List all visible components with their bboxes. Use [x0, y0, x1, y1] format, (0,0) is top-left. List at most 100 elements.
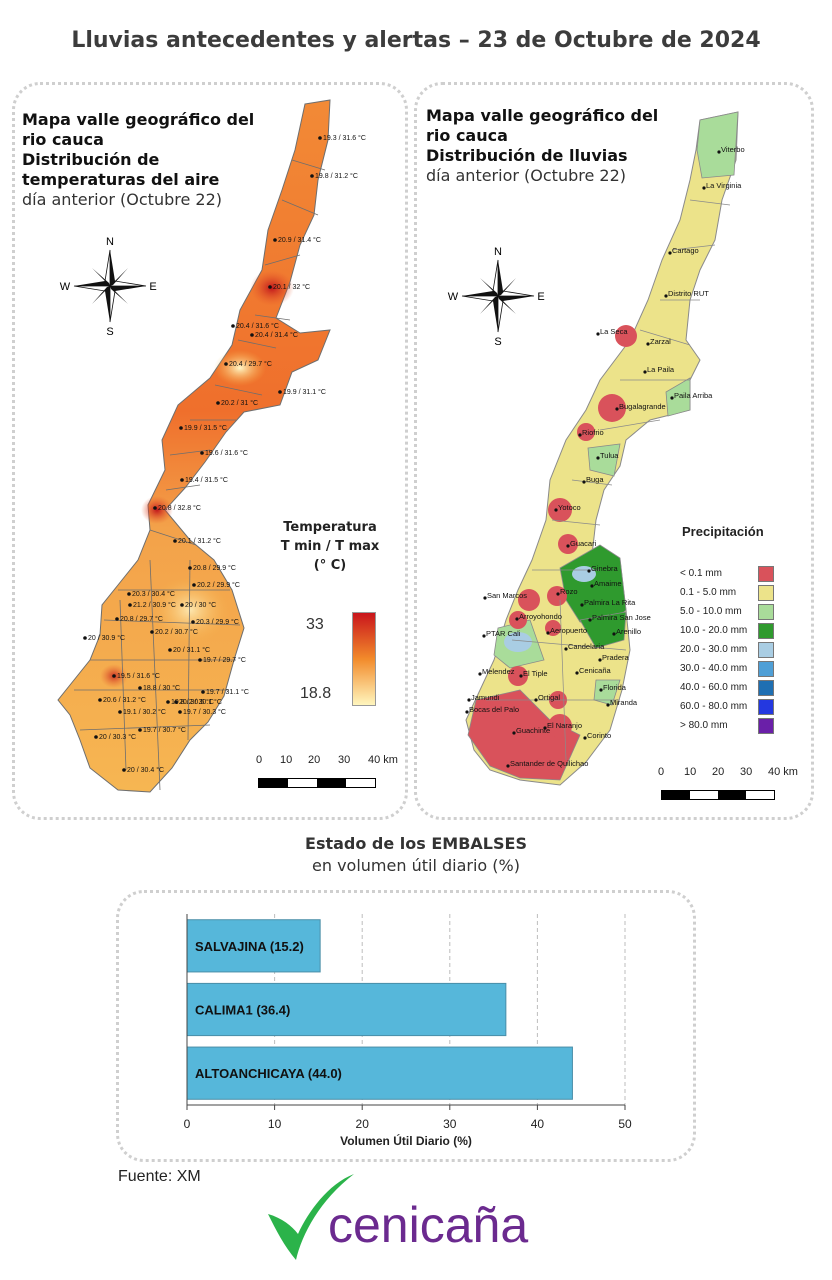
temp-heading-line1: Mapa valle geográfico del: [22, 110, 255, 129]
rain-zone-paila-arriba: [665, 377, 691, 417]
coolspot-center: [214, 350, 266, 386]
place-marker: [543, 726, 547, 730]
logo-wordmark: cenicaña: [328, 1197, 528, 1253]
legend-item: 0.1 - 5.0 mm: [680, 585, 784, 601]
station-label: 20 / 30.9 °C: [88, 634, 125, 642]
place-marker: [615, 407, 619, 411]
station-label: 19.8 / 31.2 °C: [315, 172, 358, 180]
scale-bar-left: [258, 778, 376, 788]
temperature-map: [57, 99, 331, 793]
station-label: 20.3 / 29.9 °C: [196, 618, 239, 626]
place-marker: [646, 342, 650, 346]
station-marker: [278, 390, 282, 394]
station-marker: [192, 583, 196, 587]
place-marker: [564, 647, 568, 651]
station-marker: [166, 700, 170, 704]
place-marker: [670, 396, 674, 400]
rain-zone-viterbo: [696, 111, 739, 179]
legend-item: 10.0 - 20.0 mm: [680, 623, 784, 639]
legend-item-label: 40.0 - 60.0 mm: [680, 682, 748, 693]
station-marker: [174, 700, 178, 704]
rainfall-map: [465, 111, 739, 786]
place-marker: [534, 698, 538, 702]
station-marker: [198, 658, 202, 662]
scale-label: 40 km: [768, 766, 798, 778]
temp-heading-line3: Distribución de: [22, 150, 160, 169]
place-label: Yotoco: [558, 503, 581, 512]
legend-swatch: [758, 604, 774, 620]
cenicana-logo: cenicaña: [268, 1174, 528, 1260]
station-label: 19.4 / 31.5 °C: [185, 476, 228, 484]
temperature-legend-min: 18.8: [300, 685, 332, 702]
station-label: 20.8 / 29.9 °C: [193, 564, 236, 572]
station-marker: [98, 698, 102, 702]
legend-item-label: 0.1 - 5.0 mm: [680, 587, 737, 598]
place-marker: [596, 456, 600, 460]
station-label: 20 / 30 °C: [185, 601, 216, 609]
station-marker: [115, 617, 119, 621]
place-label: Guachinte: [516, 726, 550, 735]
station-label: 20.1 / 31.2 °C: [178, 537, 221, 545]
place-label: Arroyohondo: [519, 612, 562, 621]
place-label: Viterbo: [721, 145, 745, 154]
station-label: 20.4 / 31.6 °C: [236, 322, 279, 330]
station-label: 20.8 / 29.7 °C: [120, 615, 163, 623]
place-label: Bocas del Palo: [469, 705, 519, 714]
legend-title-line2: T min / T max: [280, 539, 380, 554]
station-marker: [153, 506, 157, 510]
place-marker: [643, 370, 647, 374]
compass-n: N: [106, 236, 114, 248]
place-label: Florida: [603, 683, 627, 692]
legend-swatch: [758, 661, 774, 677]
place-marker: [599, 688, 603, 692]
station-marker: [310, 174, 314, 178]
rainfall-panel: [414, 82, 814, 820]
rain-zone-palmira: [579, 611, 627, 649]
place-label: Amaime: [594, 579, 622, 588]
x-tick-label: 30: [443, 1117, 457, 1131]
station-marker: [191, 620, 195, 624]
cenicana-leaf-icon: [268, 1174, 354, 1260]
bar-altoanchicaya: [186, 1046, 573, 1100]
place-label: Riofrio: [582, 428, 604, 437]
scale-label: 0: [658, 766, 665, 778]
station-label: 20 / 30.3 °C: [99, 733, 136, 741]
place-label: Pradera: [602, 653, 630, 662]
station-marker: [224, 362, 228, 366]
reservoirs-chart: SALVAJINA (15.2) CALIMA1 (36.4) ALTOANCHIC…: [184, 914, 632, 1148]
station-label: 20.3 / 30.4 °C: [132, 590, 175, 598]
legend-swatch: [758, 566, 774, 582]
hotspot-north: [250, 270, 294, 306]
station-marker: [273, 238, 277, 242]
legend-item: < 0.1 mm: [680, 566, 784, 582]
scale-label: 30: [740, 766, 753, 778]
station-label: 20.1 / 32 °C: [273, 283, 310, 291]
legend-item-label: 10.0 - 20.0 mm: [680, 625, 748, 636]
station-label: 19.9 / 31.5 °C: [184, 424, 227, 432]
legend-swatch: [758, 718, 774, 734]
place-marker: [515, 617, 519, 621]
scale-bar-right: [661, 790, 775, 800]
rainfall-places: Viterbo La Virginia Cartago Distrito RUT La …: [465, 145, 745, 768]
scale-label: 10: [684, 766, 697, 778]
station-label: 19.7 / 30.7 °C: [143, 726, 186, 734]
place-marker: [702, 186, 706, 190]
place-marker: [588, 618, 592, 622]
temp-heading-line2: rio cauca: [22, 130, 104, 149]
x-tick-label: 20: [356, 1117, 370, 1131]
legend-swatch: [758, 642, 774, 658]
station-marker: [318, 136, 322, 140]
temperature-panel-heading: Mapa valle geográfico del rio cauca Dist…: [22, 110, 254, 210]
place-label: PTAR Cali: [486, 629, 521, 638]
station-label: 19.7 / 29.7 °C: [203, 656, 246, 664]
station-marker: [94, 735, 98, 739]
place-label: La Virginia: [706, 181, 742, 190]
station-label: 19.3 / 31.6 °C: [323, 134, 366, 142]
place-marker: [598, 658, 602, 662]
station-label: 20.4 / 31.4 °C: [255, 331, 298, 339]
place-marker: [590, 584, 594, 588]
place-label: Buga: [586, 475, 604, 484]
rain-zone-ptar-blue: [504, 632, 532, 652]
legend-item-label: > 80.0 mm: [680, 720, 728, 731]
place-marker: [556, 592, 560, 596]
